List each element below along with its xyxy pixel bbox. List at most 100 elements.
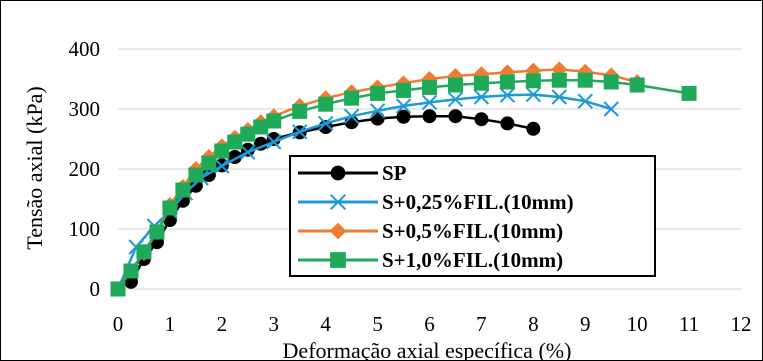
y-tick-label: 0 [90, 277, 101, 301]
data-point [448, 109, 463, 124]
marker-stroke [473, 89, 490, 105]
series-layer [110, 61, 697, 297]
data-point [577, 72, 593, 88]
data-point [473, 89, 490, 105]
data-point [681, 85, 697, 101]
legend-entry: S+0,25%FIL.(10mm) [298, 190, 574, 214]
data-point [318, 96, 334, 112]
data-point [253, 119, 269, 135]
data-point [266, 113, 282, 129]
data-point [110, 281, 126, 297]
marker-stroke [292, 124, 308, 140]
data-point [525, 73, 541, 89]
data-point [175, 182, 191, 198]
marker-stroke [551, 89, 567, 105]
marker-stroke [343, 108, 360, 124]
legend-box [289, 155, 656, 277]
data-point [266, 134, 282, 150]
x-tick-label: 11 [679, 312, 699, 336]
x-tick-label: 8 [528, 312, 539, 336]
data-point [499, 87, 516, 103]
x-tick-label: 9 [580, 312, 591, 336]
y-tick-label: 200 [69, 157, 101, 181]
data-point [330, 252, 346, 268]
marker-stroke [603, 101, 619, 117]
data-point [396, 109, 411, 124]
legend-label: SP [382, 161, 407, 185]
x-tick-label: 12 [731, 312, 752, 336]
marker-stroke [577, 93, 593, 109]
y-tick-label: 300 [69, 97, 101, 121]
series-line [116, 78, 690, 290]
data-point [396, 82, 412, 98]
marker-stroke [447, 91, 464, 108]
marker-stroke [240, 144, 256, 160]
y-axis-title: Tensão axial (kPa) [22, 86, 47, 249]
data-point [329, 222, 347, 240]
data-point [188, 167, 204, 183]
legend-label: S+0,25%FIL.(10mm) [382, 190, 574, 214]
x-tick-label: 4 [320, 312, 331, 336]
marker-stroke [369, 103, 386, 119]
data-point [317, 115, 334, 132]
data-point [292, 103, 308, 119]
y-tick-label: 100 [69, 217, 101, 241]
legend-entry: S+0,5%FIL.(10mm) [298, 219, 563, 243]
data-point [474, 112, 489, 127]
x-tick-label: 0 [113, 312, 124, 336]
series-3 [110, 72, 697, 297]
data-point [240, 144, 256, 160]
x-tick-label: 2 [217, 312, 228, 336]
data-point [201, 155, 217, 171]
data-point [344, 90, 360, 106]
legend: SP S+0,25%FIL.(10mm) S+0,5%FIL.(10mm) S+1,0… [289, 155, 656, 277]
marker-stroke [329, 193, 347, 211]
marker-stroke [499, 87, 516, 103]
data-point [525, 86, 542, 103]
marker-stroke [395, 98, 412, 114]
marker-stroke [421, 94, 438, 111]
data-point [395, 98, 412, 114]
legend-label: S+1,0%FIL.(10mm) [382, 248, 563, 272]
x-axis-title: Deformação axial específica (%) [283, 338, 572, 361]
data-point [343, 108, 360, 124]
marker-stroke [525, 86, 542, 103]
data-point [577, 93, 593, 109]
x-tick-label: 5 [372, 312, 383, 336]
data-point [370, 85, 386, 101]
series-line [116, 93, 612, 290]
data-point [214, 143, 230, 159]
legend-label: S+0,5%FIL.(10mm) [382, 219, 563, 243]
x-tick-label: 3 [269, 312, 280, 336]
data-point [447, 91, 464, 108]
data-point [330, 165, 346, 181]
data-point [136, 244, 152, 260]
data-point [500, 116, 515, 131]
data-point [370, 111, 385, 126]
data-point [551, 89, 567, 105]
legend-entry: S+1,0%FIL.(10mm) [298, 248, 563, 272]
data-point [123, 263, 139, 279]
data-point [447, 77, 463, 93]
data-point [240, 126, 256, 142]
data-point [329, 193, 347, 211]
x-tick-label: 6 [424, 312, 435, 336]
data-point [214, 158, 230, 174]
marker-stroke [266, 134, 282, 150]
data-point [422, 79, 437, 95]
data-point [603, 101, 619, 117]
data-point [499, 74, 515, 90]
data-point [149, 224, 165, 240]
data-point [422, 109, 437, 124]
data-point [629, 77, 645, 93]
y-tick-label: 400 [69, 37, 101, 61]
legend-entry: SP [298, 161, 407, 185]
data-point [551, 72, 567, 88]
marker-stroke [317, 115, 334, 132]
x-tick-label: 1 [165, 312, 176, 336]
data-point [526, 121, 541, 136]
data-point [369, 103, 386, 119]
data-point [473, 75, 489, 91]
